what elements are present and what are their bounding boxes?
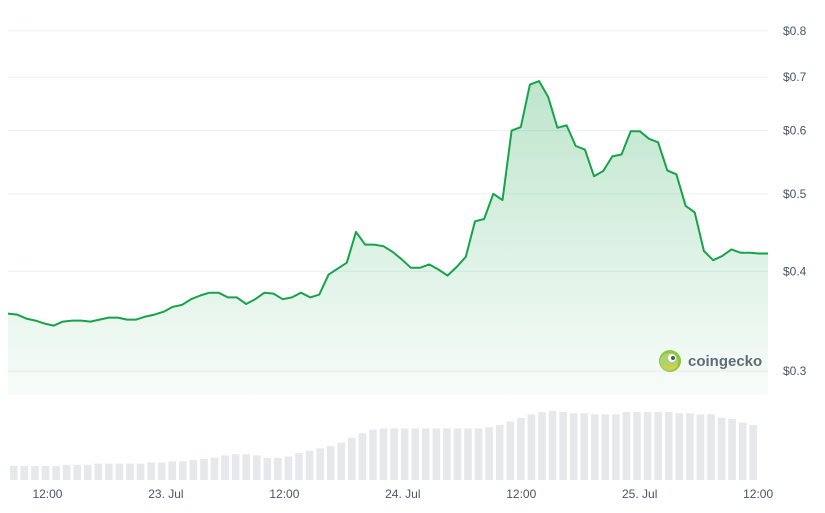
volume-bar <box>707 414 715 480</box>
x-tick-label: 12:00 <box>32 487 62 501</box>
volume-bar <box>495 424 504 480</box>
x-tick-label: 25. Jul <box>622 487 657 501</box>
volume-bar <box>686 413 694 480</box>
volume-bar <box>221 455 229 480</box>
volume-bar <box>242 454 250 480</box>
volume-bar <box>738 422 747 480</box>
volume-bar <box>517 417 525 480</box>
volume-bar <box>348 437 356 480</box>
volume-bar <box>52 465 60 480</box>
volume-bar <box>622 412 631 480</box>
volume-bar <box>717 417 726 480</box>
volume-bar <box>147 462 155 480</box>
volume-bar <box>664 412 673 480</box>
volume-bar <box>41 465 50 480</box>
volume-bar <box>390 428 398 480</box>
volume-bar <box>728 419 736 480</box>
volume-bar <box>263 457 272 480</box>
y-axis: $0.8 $0.7 $0.6 $0.5 $0.4 $0.3 <box>783 24 807 378</box>
volume-bar <box>421 428 430 480</box>
volume-bar <box>136 463 145 480</box>
volume-bar <box>94 463 103 480</box>
volume-bar <box>369 429 377 480</box>
price-area-fill <box>8 81 768 395</box>
volume-bar <box>189 460 198 480</box>
volume-bar <box>696 414 705 480</box>
volume-bar <box>485 427 493 480</box>
volume-bar <box>20 465 29 480</box>
volume-bar <box>126 463 134 480</box>
volume-bar <box>527 414 536 480</box>
volume-bar <box>590 414 599 480</box>
x-tick-label: 12:00 <box>269 487 299 501</box>
volume-bar <box>115 463 124 480</box>
volume-bar <box>643 412 652 480</box>
volume-bar <box>432 428 441 480</box>
volume-bar <box>274 457 282 480</box>
volume-bar <box>464 428 472 480</box>
volume-bar <box>569 413 578 480</box>
volume-bar <box>612 414 620 480</box>
y-tick-label: $0.7 <box>783 70 807 84</box>
volume-bar <box>83 464 92 480</box>
volume-bar <box>506 421 515 480</box>
volume-bar <box>559 412 567 480</box>
y-tick-label: $0.6 <box>783 124 807 138</box>
x-tick-label: 12:00 <box>743 487 773 501</box>
volume-bar <box>252 455 261 480</box>
y-tick-label: $0.5 <box>783 187 807 201</box>
volume-bar <box>675 413 684 480</box>
volume-bar <box>400 428 409 480</box>
volume-bar <box>601 414 610 480</box>
coingecko-wordmark: coingecko <box>688 353 762 370</box>
price-line-layer <box>7 80 768 327</box>
volume-bar <box>10 465 18 480</box>
volume-bar <box>231 454 240 480</box>
x-tick-label: 12:00 <box>506 487 536 501</box>
volume-bar <box>474 428 483 480</box>
volume-bar <box>62 464 71 480</box>
volume-bar <box>284 456 293 480</box>
volume-bar <box>633 412 641 480</box>
volume-bar <box>73 464 81 480</box>
volume-bar <box>316 448 324 480</box>
volume-bar <box>295 453 303 480</box>
y-tick-label: $0.4 <box>783 264 807 278</box>
y-tick-label: $0.8 <box>783 24 807 38</box>
volume-bar <box>210 457 219 480</box>
volume-bar <box>443 428 451 480</box>
volume-bar <box>31 465 39 480</box>
volume-bar <box>168 461 177 480</box>
x-axis: 12:00 23. Jul 12:00 24. Jul 12:00 25. Jul 12:0… <box>32 487 773 501</box>
volume-bar <box>326 446 335 480</box>
volume-bar <box>305 450 314 480</box>
volume-bar <box>200 458 208 480</box>
volume-bar <box>548 410 557 480</box>
volume-bar <box>157 462 166 480</box>
volume-bar <box>105 463 113 480</box>
volume-bar <box>358 433 367 480</box>
volume-bar <box>580 413 589 480</box>
gecko-icon <box>659 350 681 372</box>
volume-bar <box>411 428 420 480</box>
x-tick-label: 23. Jul <box>148 487 183 501</box>
x-tick-label: 24. Jul <box>385 487 420 501</box>
volume-bars <box>10 410 758 480</box>
volume-bar <box>538 412 546 480</box>
volume-bar <box>379 428 388 480</box>
volume-bar <box>453 428 462 480</box>
y-tick-label: $0.3 <box>783 364 807 378</box>
price-area <box>8 81 768 395</box>
volume-bar <box>654 412 662 480</box>
price-line <box>7 80 768 327</box>
volume-bar <box>749 424 758 480</box>
volume-bar <box>179 461 187 480</box>
coingecko-logo: coingecko <box>659 350 762 372</box>
volume-bar <box>337 442 346 480</box>
